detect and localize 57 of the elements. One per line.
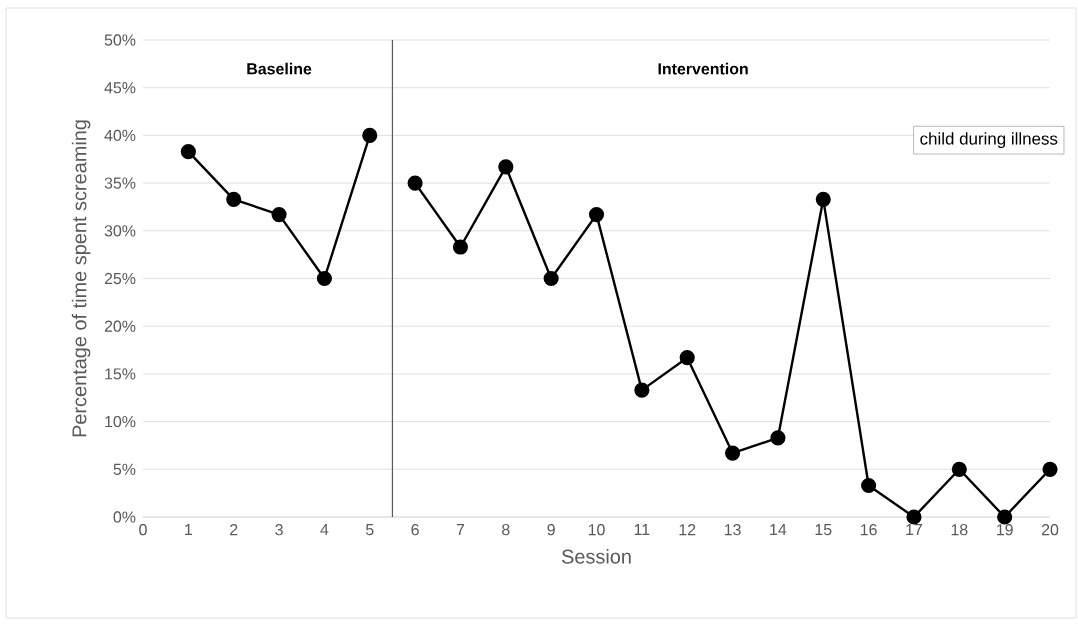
y-tick-label: 50%: [104, 34, 136, 46]
y-tick-label: 5%: [113, 463, 136, 475]
point: [770, 430, 786, 446]
point: [452, 239, 469, 255]
point: [906, 509, 922, 525]
x-tick-label: 3: [275, 524, 283, 536]
x-tick-label: 7: [456, 524, 465, 536]
x-tick-label: 14: [770, 524, 787, 536]
x-tick-label: 8: [502, 524, 510, 536]
x-tick-label: 0: [139, 524, 147, 536]
y-tick-label: 35%: [104, 177, 136, 189]
x-tick-label: 15: [815, 524, 832, 536]
x-tick-label: 10: [588, 524, 605, 536]
x-tick-label: 9: [547, 524, 555, 536]
annotation: child during illness: [920, 132, 1058, 149]
point: [588, 207, 605, 223]
y-tick-label: 20%: [104, 320, 136, 332]
point: [180, 144, 196, 160]
point: [543, 270, 559, 287]
y-tick-label: 10%: [105, 415, 136, 428]
point: [271, 207, 287, 223]
point: [724, 445, 741, 461]
point: [679, 350, 695, 366]
point: [1042, 461, 1058, 477]
x-tick-label: 11: [634, 524, 650, 536]
x-tick-label: 20: [1041, 524, 1059, 536]
point: [951, 461, 967, 477]
point: [316, 270, 332, 287]
point: [634, 382, 650, 398]
x-axis-title: Session: [561, 549, 631, 564]
y-tick-label: 30%: [104, 225, 136, 237]
x-tick-label: 2: [230, 524, 238, 536]
y-tick-label: 15%: [105, 368, 136, 380]
x-tick-label: 16: [860, 524, 877, 536]
x-tick-label: 1: [185, 524, 193, 536]
point: [997, 509, 1013, 525]
x-tick-label: 18: [951, 524, 968, 536]
point: [362, 127, 378, 143]
x-tick-label: 4: [320, 524, 329, 536]
point: [861, 477, 877, 494]
y-tick-label: 0%: [113, 511, 136, 523]
y-tick-label: 45%: [104, 82, 136, 94]
point: [407, 175, 423, 191]
x-tick-label: 12: [679, 524, 696, 536]
x-tick-label: 13: [724, 524, 741, 536]
x-tick-label: 19: [997, 524, 1013, 536]
point: [226, 191, 242, 207]
point: [498, 159, 514, 175]
x-tick-label: 5: [365, 524, 374, 536]
annotation: Intervention: [658, 62, 748, 75]
x-tick-label: 17: [906, 524, 923, 536]
point: [815, 191, 831, 207]
y-tick-label: 40%: [104, 129, 136, 142]
annotation: Baseline: [247, 62, 312, 75]
y-axis-title: Percentage of time spent screaming: [71, 120, 91, 437]
x-tick-label: 6: [411, 524, 419, 536]
y-tick-label: 25%: [104, 272, 136, 285]
